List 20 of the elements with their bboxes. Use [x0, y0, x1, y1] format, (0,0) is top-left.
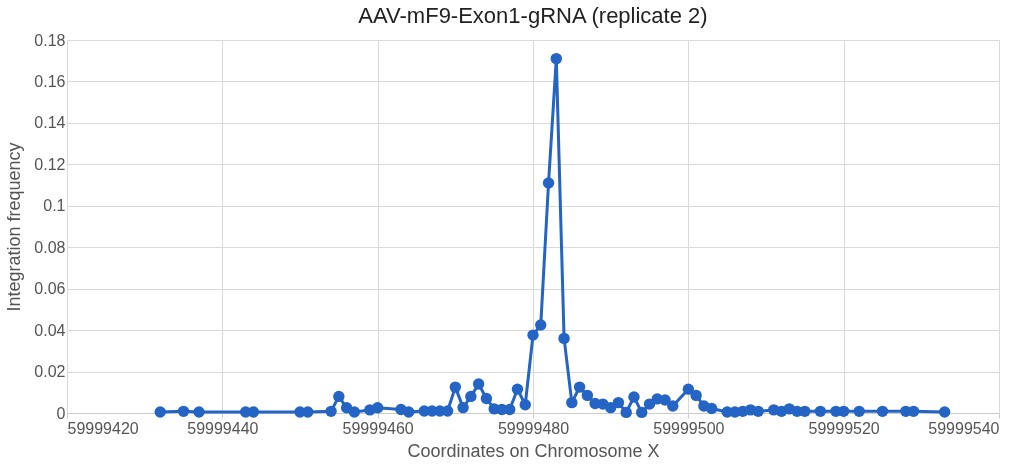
x-tick-label: 59999420 [67, 419, 139, 437]
y-axis-title: Integration frequency [4, 142, 25, 312]
x-tick-label: 59999480 [497, 419, 570, 437]
y-tick-label: 0.06 [34, 280, 66, 298]
x-tick-label: 59999540 [928, 419, 1000, 437]
y-tick-label: 0.14 [34, 114, 66, 132]
x-tick-label: 59999520 [808, 419, 880, 437]
x-tick-label: 59999460 [342, 419, 414, 437]
y-tick-label: 0.1 [43, 197, 66, 215]
y-tick-label: 0.16 [34, 72, 66, 90]
x-tick-label: 59999440 [187, 419, 259, 437]
y-tick-label: 0.02 [34, 363, 66, 381]
x-axis-title: Coordinates on Chromosome X [407, 440, 660, 461]
y-tick-label: 0.08 [34, 238, 66, 256]
y-tick-label: 0.04 [34, 321, 66, 339]
y-tick-label: 0 [56, 404, 66, 422]
y-tick-label: 0.18 [34, 31, 66, 49]
chart-title: AAV-mF9-Exon1-gRNA (replicate 2) [358, 3, 708, 28]
y-tick-label: 0.12 [34, 155, 66, 173]
x-tick-label: 59999500 [653, 419, 725, 437]
